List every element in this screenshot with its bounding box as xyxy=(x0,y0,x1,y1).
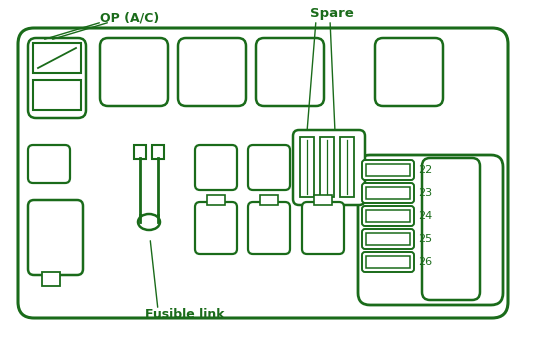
FancyBboxPatch shape xyxy=(100,38,168,106)
FancyBboxPatch shape xyxy=(422,158,480,300)
Bar xyxy=(207,195,225,205)
FancyBboxPatch shape xyxy=(362,206,414,226)
Bar xyxy=(366,210,410,222)
Text: OP (A/C): OP (A/C) xyxy=(100,12,159,25)
Bar xyxy=(320,137,334,197)
Text: Spare: Spare xyxy=(310,8,354,21)
Bar xyxy=(366,233,410,245)
FancyBboxPatch shape xyxy=(362,252,414,272)
FancyBboxPatch shape xyxy=(248,202,290,254)
Bar xyxy=(260,195,278,205)
FancyBboxPatch shape xyxy=(18,28,508,318)
FancyBboxPatch shape xyxy=(178,38,246,106)
FancyBboxPatch shape xyxy=(375,38,443,106)
FancyBboxPatch shape xyxy=(28,38,86,118)
FancyBboxPatch shape xyxy=(293,130,365,205)
FancyBboxPatch shape xyxy=(28,200,83,275)
FancyBboxPatch shape xyxy=(195,145,237,190)
Bar xyxy=(366,187,410,199)
FancyBboxPatch shape xyxy=(358,155,503,305)
Text: 25: 25 xyxy=(418,234,432,244)
FancyBboxPatch shape xyxy=(195,202,237,254)
Bar xyxy=(300,137,314,197)
FancyBboxPatch shape xyxy=(28,145,70,183)
FancyBboxPatch shape xyxy=(302,202,344,254)
Bar xyxy=(33,80,81,110)
Bar xyxy=(134,145,146,159)
Text: 26: 26 xyxy=(418,257,432,267)
FancyBboxPatch shape xyxy=(256,38,324,106)
FancyBboxPatch shape xyxy=(362,160,414,180)
Bar xyxy=(42,272,60,286)
Text: 23: 23 xyxy=(418,188,432,198)
FancyBboxPatch shape xyxy=(248,145,290,190)
Text: 22: 22 xyxy=(418,165,432,175)
Text: Fusible link: Fusible link xyxy=(145,308,225,321)
Bar xyxy=(366,256,410,268)
Bar xyxy=(152,145,164,159)
Bar xyxy=(33,43,81,73)
Text: 24: 24 xyxy=(418,211,432,221)
Bar xyxy=(314,195,332,205)
Bar xyxy=(340,137,354,197)
FancyBboxPatch shape xyxy=(362,183,414,203)
FancyBboxPatch shape xyxy=(362,229,414,249)
Bar xyxy=(366,164,410,176)
